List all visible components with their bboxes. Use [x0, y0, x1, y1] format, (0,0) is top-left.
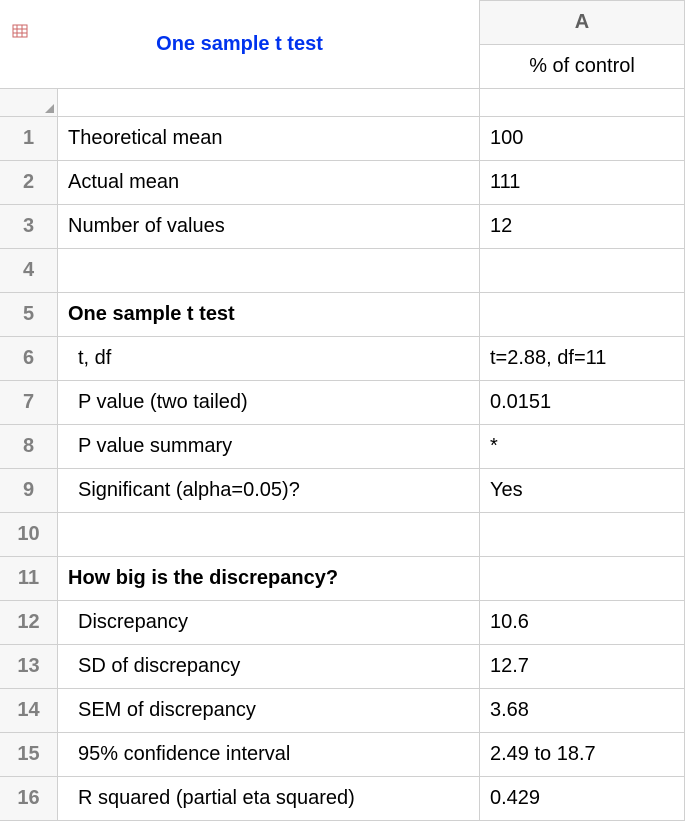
- row-label[interactable]: P value (two tailed): [58, 381, 480, 425]
- spacer-label[interactable]: [58, 89, 480, 117]
- row-label[interactable]: Theoretical mean: [58, 117, 480, 161]
- sheet-icon: [12, 22, 28, 38]
- row-value[interactable]: [480, 293, 685, 337]
- row-number[interactable]: 12: [0, 601, 58, 645]
- row-value[interactable]: 12: [480, 205, 685, 249]
- row-number[interactable]: 10: [0, 513, 58, 557]
- row-number[interactable]: 5: [0, 293, 58, 337]
- row-value[interactable]: 100: [480, 117, 685, 161]
- row-value[interactable]: 3.68: [480, 689, 685, 733]
- results-table: One sample t test A % of control 1Theore…: [0, 0, 685, 821]
- row-value[interactable]: 10.6: [480, 601, 685, 645]
- row-label[interactable]: [58, 249, 480, 293]
- row-label[interactable]: SEM of discrepancy: [58, 689, 480, 733]
- row-number[interactable]: 14: [0, 689, 58, 733]
- column-letter: A: [575, 11, 589, 34]
- row-label[interactable]: One sample t test: [58, 293, 480, 337]
- table-title-cell: One sample t test: [0, 0, 480, 89]
- row-number[interactable]: 15: [0, 733, 58, 777]
- row-label[interactable]: t, df: [58, 337, 480, 381]
- row-value[interactable]: 0.429: [480, 777, 685, 821]
- row-label[interactable]: Actual mean: [58, 161, 480, 205]
- row-value[interactable]: 0.0151: [480, 381, 685, 425]
- row-label[interactable]: P value summary: [58, 425, 480, 469]
- row-label[interactable]: 95% confidence interval: [58, 733, 480, 777]
- row-value[interactable]: 2.49 to 18.7: [480, 733, 685, 777]
- column-subheader-text: % of control: [529, 55, 635, 78]
- row-number[interactable]: 13: [0, 645, 58, 689]
- row-label[interactable]: Discrepancy: [58, 601, 480, 645]
- corner-cell[interactable]: [0, 89, 58, 117]
- row-number[interactable]: 7: [0, 381, 58, 425]
- row-label[interactable]: [58, 513, 480, 557]
- row-value[interactable]: 111: [480, 161, 685, 205]
- row-value[interactable]: 12.7: [480, 645, 685, 689]
- column-header-A[interactable]: A: [480, 0, 685, 45]
- row-label[interactable]: SD of discrepancy: [58, 645, 480, 689]
- row-number[interactable]: 8: [0, 425, 58, 469]
- row-number[interactable]: 4: [0, 249, 58, 293]
- row-value[interactable]: t=2.88, df=11: [480, 337, 685, 381]
- row-number[interactable]: 1: [0, 117, 58, 161]
- table-title: One sample t test: [156, 33, 323, 56]
- row-value[interactable]: *: [480, 425, 685, 469]
- row-number[interactable]: 16: [0, 777, 58, 821]
- row-value[interactable]: [480, 557, 685, 601]
- row-value[interactable]: [480, 249, 685, 293]
- row-label[interactable]: R squared (partial eta squared): [58, 777, 480, 821]
- row-number[interactable]: 11: [0, 557, 58, 601]
- row-number[interactable]: 9: [0, 469, 58, 513]
- row-number[interactable]: 6: [0, 337, 58, 381]
- row-label[interactable]: Number of values: [58, 205, 480, 249]
- row-value[interactable]: Yes: [480, 469, 685, 513]
- column-subheader-A[interactable]: % of control: [480, 45, 685, 89]
- row-number[interactable]: 3: [0, 205, 58, 249]
- row-label[interactable]: How big is the discrepancy?: [58, 557, 480, 601]
- row-number[interactable]: 2: [0, 161, 58, 205]
- spacer-value[interactable]: [480, 89, 685, 117]
- row-value[interactable]: [480, 513, 685, 557]
- row-label[interactable]: Significant (alpha=0.05)?: [58, 469, 480, 513]
